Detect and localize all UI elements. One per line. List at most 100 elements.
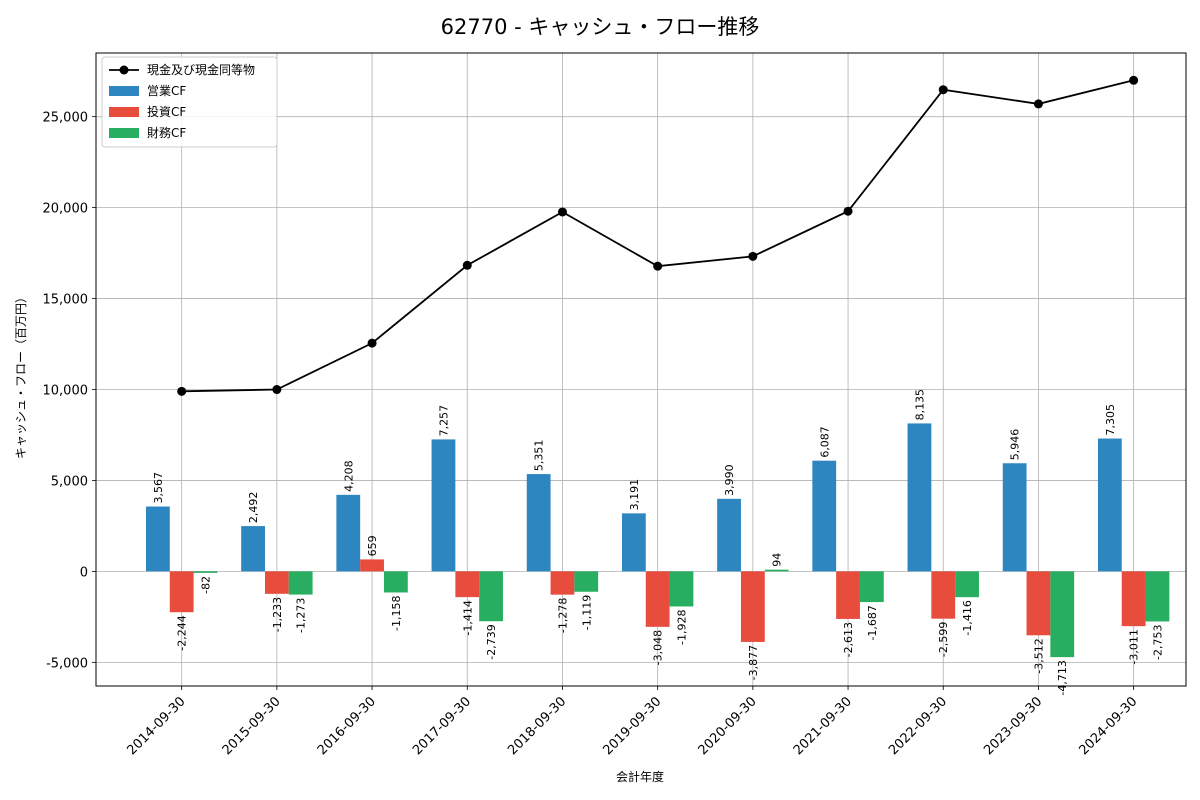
bar (717, 498, 741, 572)
bar-value-label: -82 (199, 576, 212, 594)
bar (1145, 571, 1170, 622)
bar (288, 571, 313, 595)
bar-value-label: 4,208 (342, 460, 355, 492)
bar (669, 571, 694, 607)
bar-value-label: -2,613 (842, 622, 855, 657)
bar (907, 423, 932, 572)
y-tick-label: 20,000 (43, 202, 89, 217)
bar-value-label: -1,119 (580, 595, 593, 630)
bar (574, 571, 599, 592)
bar-value-label: 2,492 (247, 492, 260, 524)
bar (1097, 438, 1122, 572)
cash-line-point (367, 338, 377, 348)
bar-value-label: -2,599 (937, 622, 950, 657)
bar-value-label: 6,087 (818, 426, 831, 458)
bars (145, 423, 1170, 658)
cash-line-point (462, 260, 472, 270)
cash-line-point (653, 261, 663, 271)
bar-value-label: -1,158 (390, 595, 403, 630)
plot-frame (95, 52, 1187, 687)
bar (479, 571, 503, 622)
bar-value-label: -1,928 (675, 609, 688, 644)
legend-swatch (109, 107, 139, 117)
bar (1026, 571, 1051, 636)
bar (455, 571, 480, 598)
bar-value-label: -3,048 (652, 630, 665, 665)
bar-value-label: -2,753 (1151, 624, 1164, 659)
y-tick-label: 25,000 (43, 111, 89, 126)
y-tick-label: 15,000 (43, 293, 89, 308)
legend-label: 営業CF (147, 84, 186, 98)
x-axis-label: 会計年度 (616, 769, 664, 784)
bar-value-label: -1,416 (961, 600, 974, 635)
legend-swatch (109, 86, 139, 96)
bar (169, 571, 194, 613)
bar-value-label: 3,567 (152, 472, 165, 504)
cash-line-point (938, 85, 948, 95)
bar-value-label: -2,739 (485, 624, 498, 659)
bar (241, 526, 265, 572)
y-tick-label: -5,000 (46, 656, 88, 671)
bar-value-label: -2,244 (176, 615, 189, 650)
bar-value-label: 8,135 (913, 389, 926, 421)
bar (550, 571, 575, 595)
bar-value-label: 5,351 (533, 440, 546, 472)
bar-value-label: -3,877 (747, 645, 760, 680)
bar (336, 494, 361, 572)
bar (1050, 571, 1075, 658)
bar-value-label: -4,713 (1056, 660, 1069, 695)
cash-line-point (557, 207, 567, 217)
bar-value-label: 94 (771, 553, 784, 567)
bar (193, 571, 218, 573)
bar-labels: 3,567 2,492 4,208 7,257 5,351 3,191 3,990 6,087… (152, 389, 1165, 696)
bar (145, 506, 170, 572)
cash-line-point (1033, 99, 1043, 109)
bar-value-label: 659 (366, 535, 379, 556)
bar-value-label: -1,687 (866, 605, 879, 640)
legend-marker (119, 65, 129, 75)
bar-value-label: -1,278 (556, 598, 569, 633)
bar (955, 571, 979, 598)
cash-line-point (843, 206, 853, 216)
bar-value-label: -3,011 (1128, 629, 1141, 664)
bar-value-label: -1,233 (271, 597, 284, 632)
legend-swatch (109, 128, 139, 138)
legend-label: 財務CF (147, 125, 186, 140)
bar (836, 571, 860, 619)
bar-value-label: 3,191 (628, 479, 641, 511)
chart-title: 62770 - キャッシュ・フロー推移 (441, 15, 760, 39)
bar-value-label: 3,990 (723, 464, 736, 496)
bar (1002, 463, 1027, 572)
cash-line-point (272, 385, 282, 395)
cash-line-point (748, 251, 758, 261)
bar (812, 460, 837, 572)
cash-line-point (177, 386, 187, 396)
bar-value-label: 7,257 (437, 405, 450, 437)
bar (859, 571, 884, 603)
bar (645, 571, 670, 627)
bar (264, 571, 289, 594)
bar (931, 571, 956, 619)
legend-label: 投資CF (147, 104, 186, 119)
y-tick-label: 5,000 (51, 474, 88, 489)
legend-label: 現金及び現金同等物 (147, 62, 255, 77)
bar-value-label: 7,305 (1104, 404, 1117, 436)
y-tick-label: 0 (80, 565, 88, 580)
bar (383, 571, 408, 593)
bar-value-label: 5,946 (1009, 429, 1022, 461)
y-axis-label: キャッシュ・フロー（百万円） (14, 291, 28, 459)
bar (360, 559, 384, 572)
bar-value-label: -1,273 (295, 598, 308, 633)
y-tick-label: 10,000 (43, 384, 89, 399)
bar-value-label: -3,512 (1032, 638, 1045, 673)
cash-line-point (1129, 75, 1139, 85)
bar (621, 513, 646, 572)
legend-box (101, 56, 278, 148)
bar (526, 474, 551, 572)
bar (764, 569, 789, 572)
cash-line (177, 75, 1139, 396)
bar (740, 571, 765, 642)
bar (431, 439, 456, 572)
